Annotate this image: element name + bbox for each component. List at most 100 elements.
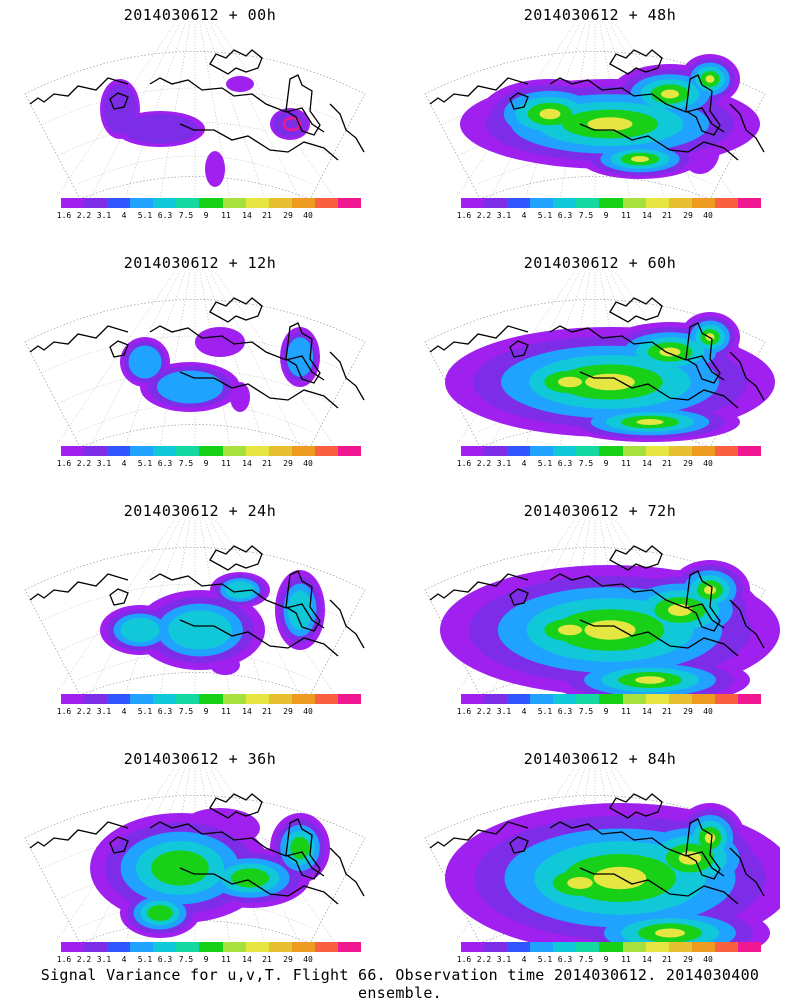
colorbar-swatch [669, 942, 692, 952]
colorbar-swatch [530, 694, 553, 704]
colorbar-swatch [738, 446, 761, 456]
colorbar-swatch [530, 942, 553, 952]
coastline [30, 574, 128, 600]
variance-contour-fill [588, 117, 633, 131]
colorbar-swatch [61, 694, 84, 704]
panel-title: 2014030612 + 24h [0, 502, 400, 520]
colorbar [461, 198, 761, 208]
colorbar-swatch [553, 446, 576, 456]
colorbar-swatch [107, 694, 130, 704]
longitude-line [195, 272, 230, 447]
variance-contour-fill [635, 676, 665, 684]
colorbar-swatch [553, 694, 576, 704]
colorbar-swatch [176, 198, 199, 208]
colorbar-swatch [692, 694, 715, 704]
colorbar-swatch [599, 198, 622, 208]
colorbar [61, 198, 361, 208]
polar-projection-map [410, 520, 780, 700]
polar-projection-map [410, 24, 780, 204]
colorbar-swatch [576, 694, 599, 704]
colorbar-swatch [507, 942, 530, 952]
colorbar [461, 446, 761, 456]
colorbar-swatch [669, 694, 692, 704]
colorbar-swatch [338, 198, 361, 208]
colorbar-swatch [461, 446, 484, 456]
colorbar-swatch [269, 694, 292, 704]
colorbar-swatch [199, 694, 222, 704]
colorbar-swatch [84, 446, 107, 456]
colorbar-swatch [153, 198, 176, 208]
colorbar-swatch [715, 198, 738, 208]
colorbar-swatch [576, 942, 599, 952]
colorbar-swatch [507, 198, 530, 208]
polar-projection-map [10, 520, 380, 700]
colorbar-swatch [623, 446, 646, 456]
longitude-line [195, 272, 265, 447]
colorbar-swatch [484, 198, 507, 208]
colorbar-swatch [246, 446, 269, 456]
variance-contour-fill [637, 419, 664, 425]
colorbar-swatch [153, 446, 176, 456]
colorbar-swatch [223, 198, 246, 208]
latitude-line [79, 156, 311, 184]
colorbar-swatch [61, 446, 84, 456]
colorbar-tick-label: 40 [296, 707, 320, 716]
colorbar-swatch [269, 198, 292, 208]
colorbar-swatch [646, 942, 669, 952]
colorbar-swatch [84, 694, 107, 704]
colorbar-swatch [338, 694, 361, 704]
coastline [180, 124, 338, 160]
variance-contour-fill [205, 151, 225, 187]
variance-contour-fill [558, 625, 582, 636]
polar-projection-map [10, 272, 380, 452]
colorbar-swatch [292, 942, 315, 952]
colorbar-swatch [530, 198, 553, 208]
colorbar-swatch [130, 198, 153, 208]
colorbar-swatch [692, 198, 715, 208]
colorbar-swatch [484, 694, 507, 704]
colorbar-swatch [61, 942, 84, 952]
colorbar-swatch [176, 446, 199, 456]
colorbar-swatch [623, 942, 646, 952]
colorbar-swatch [738, 694, 761, 704]
colorbar-swatch [130, 694, 153, 704]
polar-projection-map [10, 768, 380, 948]
variance-contour-fill [226, 76, 254, 92]
variance-contour-fill [195, 327, 245, 357]
colorbar [61, 694, 361, 704]
variance-contour-fill [273, 111, 306, 138]
colorbar-tick-label: 40 [696, 955, 720, 964]
colorbar-swatch [692, 446, 715, 456]
colorbar [461, 942, 761, 952]
polar-projection-map [10, 24, 380, 204]
variance-contour-fill [129, 346, 162, 379]
colorbar-swatch [199, 198, 222, 208]
polar-projection-map [410, 768, 780, 948]
colorbar-swatch [461, 198, 484, 208]
colorbar-swatch [599, 446, 622, 456]
colorbar-swatch [107, 198, 130, 208]
colorbar-swatch [153, 942, 176, 952]
colorbar-swatch [84, 942, 107, 952]
colorbar-swatch [223, 694, 246, 704]
colorbar-swatch [292, 198, 315, 208]
colorbar-swatch [223, 446, 246, 456]
panel-title: 2014030612 + 48h [400, 6, 800, 24]
colorbar-swatch [669, 198, 692, 208]
panel-title: 2014030612 + 12h [0, 254, 400, 272]
variance-contour-fill [706, 333, 715, 341]
colorbar-swatch [246, 694, 269, 704]
colorbar-swatch [553, 942, 576, 952]
colorbar-swatch [507, 446, 530, 456]
variance-contour-fill [585, 374, 635, 391]
colorbar-swatch [269, 446, 292, 456]
